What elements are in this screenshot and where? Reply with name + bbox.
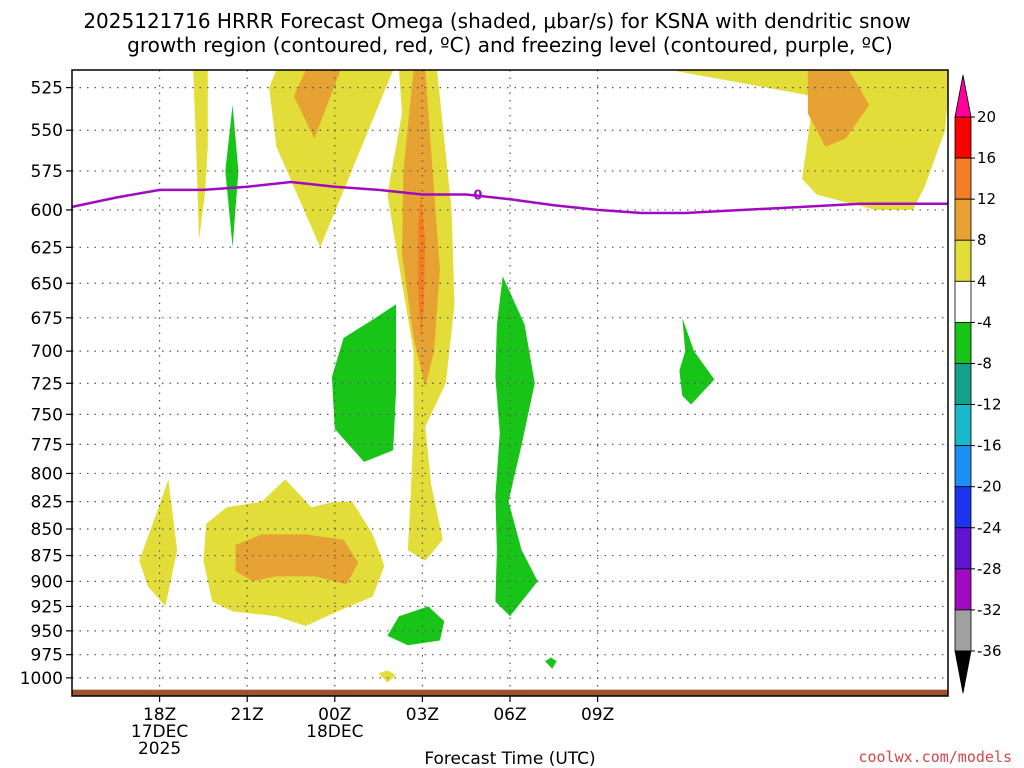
colorbar-label-16: 16 [977,149,996,167]
colorbar-label--28: -28 [977,560,1002,578]
y-tick-label-625: 625 [31,238,63,258]
y-tick-label-800: 800 [31,464,63,484]
colorbar-label-8: 8 [977,231,987,249]
colorbar-band-1 [954,157,972,200]
colorbar-label--24: -24 [977,519,1002,537]
y-tick-label-575: 575 [31,162,63,182]
colorbar-band-10 [954,527,972,570]
x-tick-label-09Z: 09Z [581,705,614,725]
y-tick-label-875: 875 [31,547,63,567]
omega-region-neg-h03-low [387,606,445,646]
omega-region-neg-h07-tiny [545,657,557,669]
x-tick-year-18Z: 2025 [138,739,181,759]
y-tick-label-700: 700 [31,342,63,362]
colorbar-band-7 [954,404,972,447]
omega-region-pos-h21-low-inner [235,534,359,585]
colorbar-band-6 [954,363,972,405]
colorbar-top-cap [954,74,972,118]
colorbar-label--4: -4 [977,313,992,331]
omega-region-pos-h09-top [670,70,948,210]
x-tick-date-00Z: 18DEC [306,722,363,742]
colorbar-label--32: -32 [977,601,1002,619]
colorbar-label--36: -36 [977,642,1002,660]
colorbar-label--8: -8 [977,354,992,372]
omega-region-pos-h18-narrow [193,70,208,240]
y-tick-label-600: 600 [31,201,63,221]
colorbar-band-8 [954,445,972,488]
y-tick-label-900: 900 [31,572,63,592]
y-tick-label-725: 725 [31,374,63,394]
omega-region-pos-h09-top-inner [807,70,870,147]
colorbar-bottom-cap [954,650,972,694]
source-credit: coolwx.com/models [858,748,1012,766]
x-tick-date-18Z: 17DEC [131,722,188,742]
colorbar-label--16: -16 [977,437,1002,455]
colorbar: 20 16 12 8 4 -4 -8 -12 -16 -20 -24 -28 -32 -36 [954,74,1002,694]
colorbar-label-20: 20 [977,108,996,126]
omega-region-pos-h03-core [418,194,426,338]
colorbar-band-11 [954,568,972,611]
omega-region-pos-h02-tiny [378,670,397,683]
omega-region-neg-h05-tall [495,276,538,617]
y-tick-label-550: 550 [31,121,63,141]
colorbar-band-3 [954,239,972,282]
x-tick-label-18Z: 18Z [143,705,176,725]
y-tick-label-1000: 1000 [20,669,63,689]
y-tick-label-775: 775 [31,435,63,455]
omega-region-pos-h23-plume [269,70,394,248]
y-tick-label-825: 825 [31,493,63,513]
y-axis: 525 550 575 600 625 650 675 700 725 750 775 800 825 8… [20,79,72,689]
chart-title-line-1: 2025121716 HRRR Forecast Omega (shaded, … [83,9,910,33]
chart-title-line-2: growth region (contoured, red, ºC) and f… [127,33,893,57]
omega-region-neg-h20-narrow [225,104,239,248]
colorbar-band-4 [954,280,972,323]
omega-region-pos-h18-low [139,479,178,607]
colorbar-label-12: 12 [977,190,996,208]
y-tick-label-650: 650 [31,274,63,294]
x-axis-label: Forecast Time (UTC) [424,749,595,768]
freezing-level-label: 0 [473,189,482,204]
y-tick-label-950: 950 [31,622,63,642]
colorbar-label--20: -20 [977,478,1002,496]
colorbar-band-9 [954,486,972,529]
y-tick-label-975: 975 [31,646,63,666]
colorbar-band-2 [954,198,972,241]
colorbar-band-0 [954,116,972,159]
omega-shaded-regions [139,70,948,683]
y-tick-label-850: 850 [31,520,63,540]
y-tick-label-675: 675 [31,309,63,329]
x-tick-label-06Z: 06Z [493,705,526,725]
y-tick-label-525: 525 [31,79,63,99]
x-tick-label-03Z: 03Z [406,705,439,725]
colorbar-band-5 [954,321,972,364]
x-tick-label-00Z: 00Z [318,705,351,725]
colorbar-label--12: -12 [977,396,1002,414]
colorbar-band-12 [954,609,972,652]
y-tick-label-925: 925 [31,597,63,617]
y-tick-label-750: 750 [31,405,63,425]
x-tick-label-21Z: 21Z [231,705,264,725]
omega-region-neg-h00-blob [331,304,397,462]
colorbar-label-4: 4 [977,272,987,290]
freezing-level-line [71,180,948,215]
